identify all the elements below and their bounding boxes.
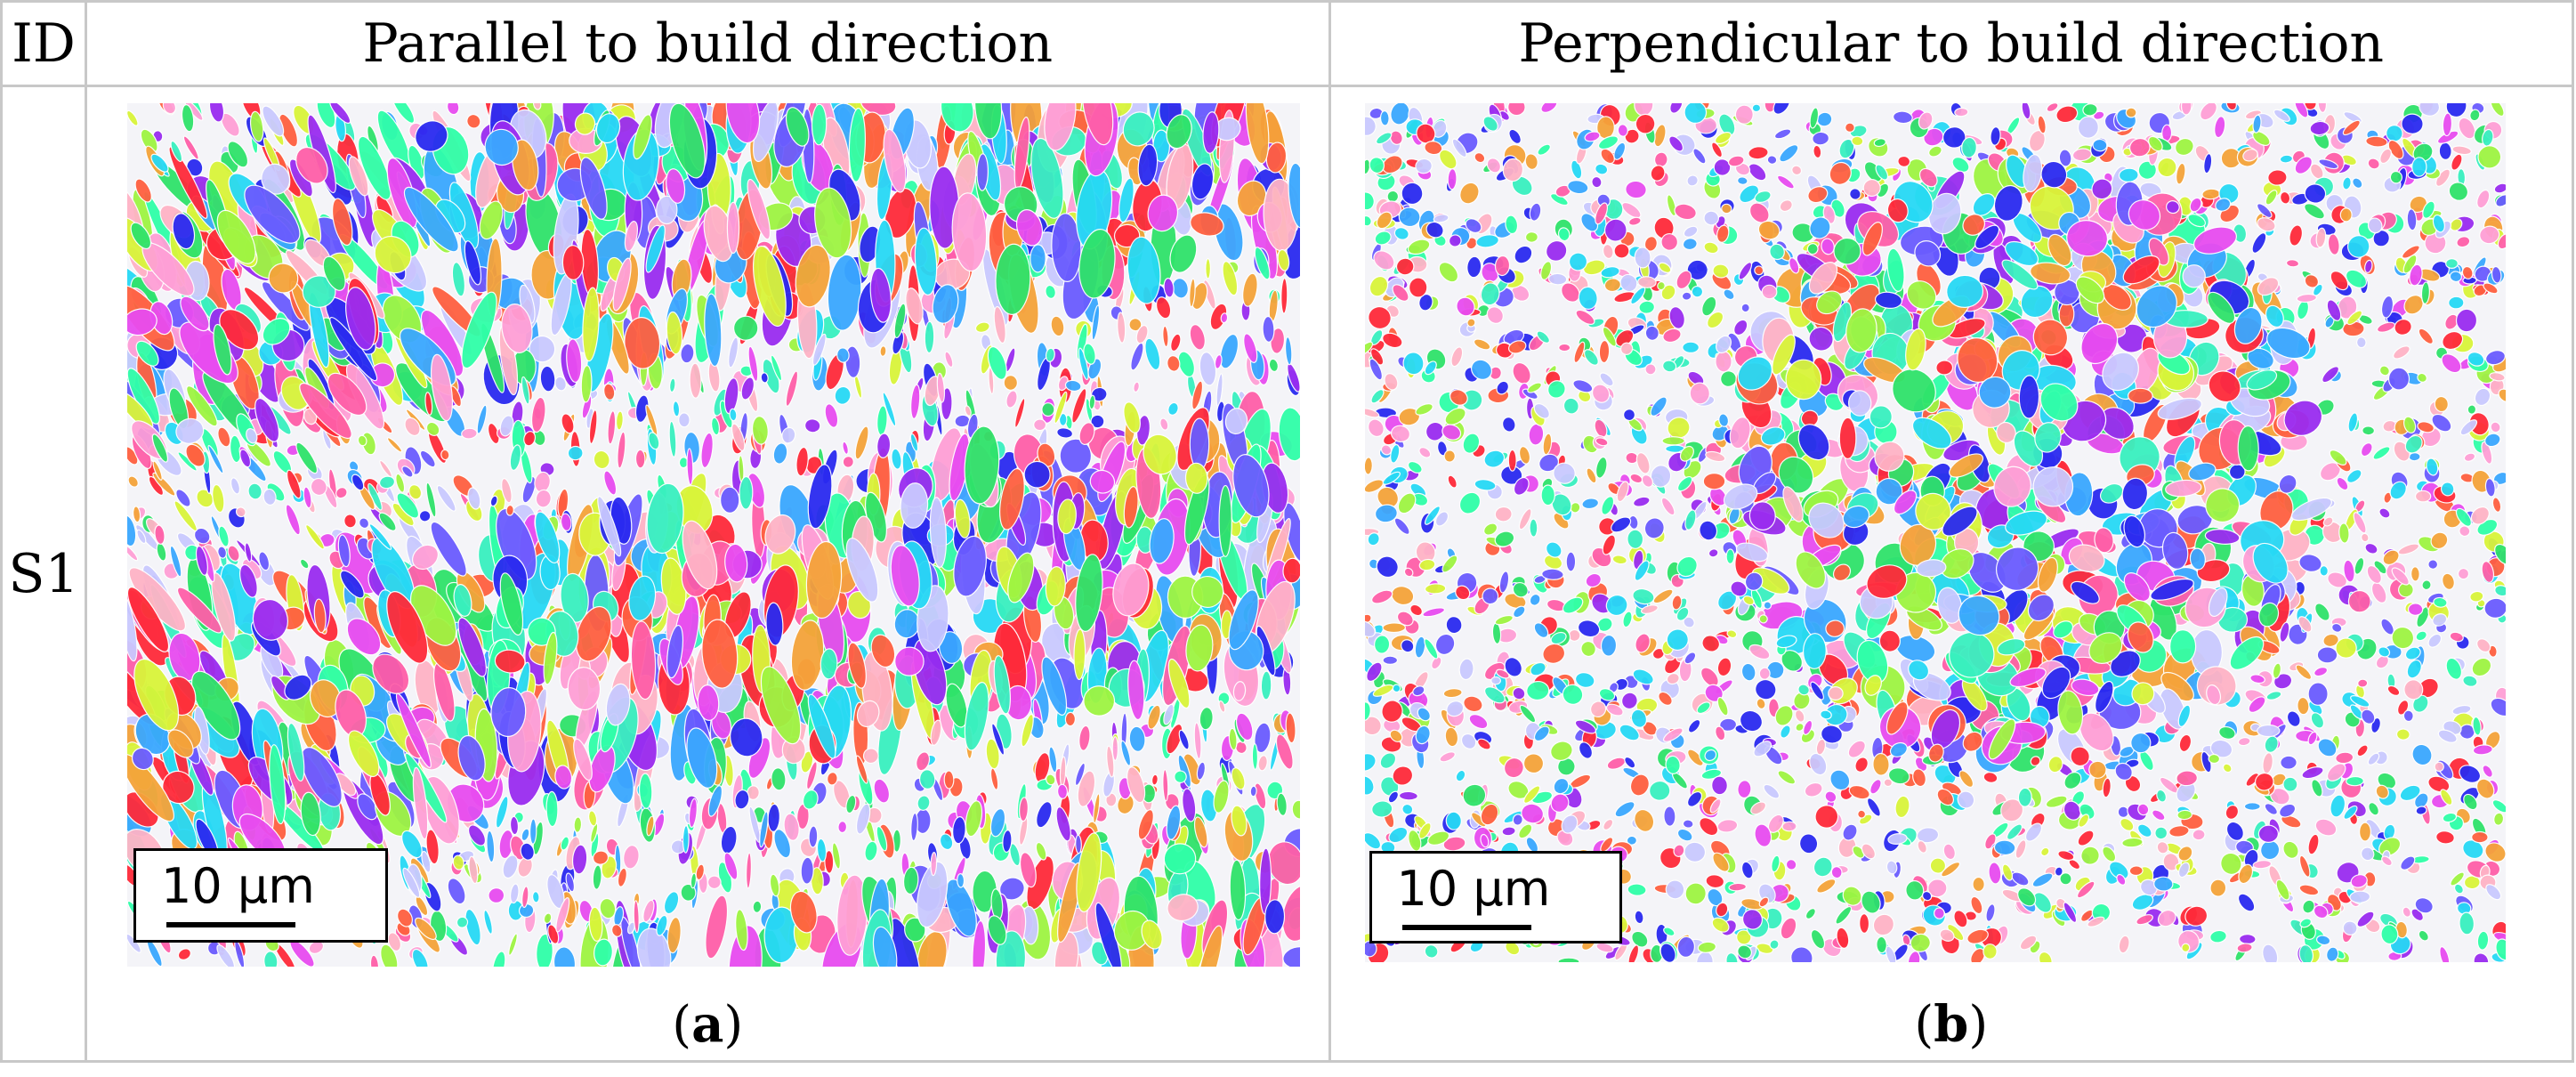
panel-a-cell: 10 µm (a)	[85, 85, 1331, 1063]
scale-bar-a-line	[166, 922, 295, 927]
scale-bar-a: 10 µm	[133, 848, 388, 943]
header-perpendicular: Perpendicular to build direction	[1328, 0, 2574, 87]
scale-bar-b-line	[1401, 925, 1531, 930]
ebsd-map-parallel	[127, 103, 1300, 967]
panel-b-cell: 10 µm (b)	[1328, 85, 2574, 1063]
scale-bar-b-label: 10 µm	[1396, 861, 1551, 917]
header-parallel: Parallel to build direction	[85, 0, 1331, 87]
caption-a-label: a	[691, 995, 724, 1054]
header-id: ID	[0, 0, 87, 87]
grain-map-a	[127, 103, 1300, 967]
scale-bar-b: 10 µm	[1369, 851, 1622, 943]
scale-bar-a-label: 10 µm	[161, 858, 315, 914]
caption-a: (a)	[672, 995, 744, 1054]
grain-map-b	[1364, 103, 2506, 962]
caption-b: (b)	[1914, 995, 1989, 1054]
row-id-s1: S1	[0, 85, 87, 1063]
ebsd-map-perpendicular	[1364, 103, 2506, 962]
caption-b-label: b	[1934, 995, 1969, 1054]
